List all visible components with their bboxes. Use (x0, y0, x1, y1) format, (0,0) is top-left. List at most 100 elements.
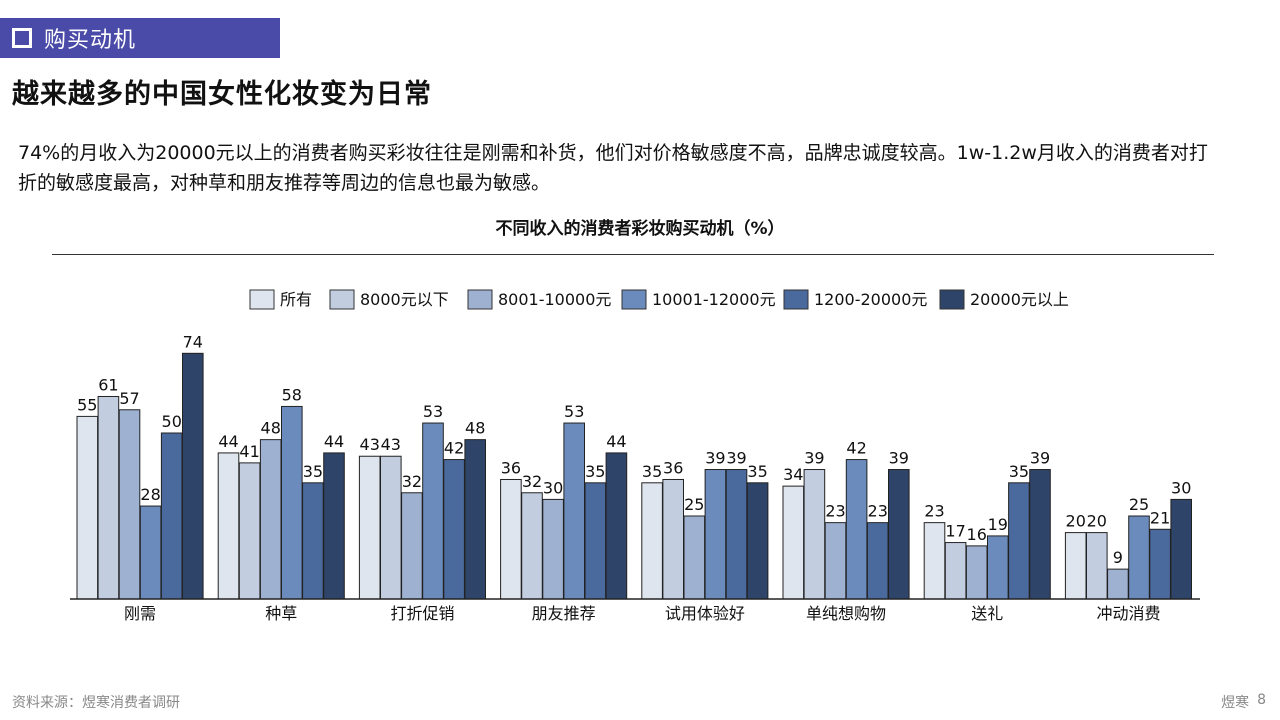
category-tick-label: 打折促销 (390, 604, 454, 623)
data-label: 61 (98, 375, 118, 394)
bar (182, 352, 204, 600)
bar (803, 469, 826, 600)
legend-label: 所有 (280, 290, 312, 309)
section-banner: 购买动机 (0, 18, 280, 58)
bar (281, 405, 303, 600)
data-label: 39 (1030, 449, 1050, 468)
data-label: 35 (585, 462, 605, 481)
legend-swatch (939, 289, 965, 310)
data-label: 43 (381, 435, 401, 454)
bar (76, 415, 99, 600)
data-label: 39 (726, 449, 746, 468)
legend-swatch (783, 289, 809, 310)
bar (238, 462, 261, 600)
data-label: 30 (1171, 478, 1191, 497)
data-label: 30 (543, 478, 563, 497)
bar (845, 459, 868, 600)
data-label: 35 (303, 462, 323, 481)
bar (259, 439, 282, 600)
headline: 越来越多的中国女性化妆变为日常 (12, 79, 432, 110)
legend-swatch (621, 289, 647, 310)
data-label: 53 (564, 402, 584, 421)
legend-swatch (329, 289, 355, 310)
body-paragraph: 74%的月收入为20000元以上的消费者购买彩妆往往是刚需和补货，他们对价格敏感… (18, 142, 1208, 194)
data-label: 35 (642, 462, 662, 481)
data-label: 36 (663, 458, 683, 477)
data-label: 32 (402, 472, 422, 491)
bar (118, 409, 141, 600)
data-label: 42 (846, 439, 866, 458)
category-tick-label: 送礼 (971, 604, 1003, 623)
bar (217, 452, 240, 600)
data-label: 23 (825, 502, 845, 521)
brand-name: 煜寒 (1221, 695, 1250, 711)
data-label: 19 (988, 515, 1008, 534)
bar (662, 478, 685, 600)
category-tick-label: 种草 (265, 604, 297, 623)
legend-label: 20000元以上 (970, 290, 1069, 309)
data-label: 20 (1087, 512, 1107, 531)
data-label: 74 (183, 332, 203, 351)
legend-swatch (467, 289, 493, 310)
data-label: 43 (360, 435, 380, 454)
bar (521, 492, 543, 600)
bar (1170, 498, 1193, 600)
bar (824, 522, 847, 600)
category-tick-label: 冲动消费 (1096, 604, 1160, 623)
bar-chart: 所有 8000元以下 8001-10000元 10001-12000元 1200-200… (70, 289, 1200, 623)
bar (746, 482, 769, 600)
data-label: 16 (967, 525, 987, 544)
bar (160, 432, 183, 600)
chart-title-rule (52, 254, 1214, 255)
data-label: 39 (705, 449, 725, 468)
data-label: 23 (924, 502, 944, 521)
data-label: 41 (239, 442, 259, 461)
bar (443, 459, 465, 600)
legend-label: 1200-20000元 (814, 290, 927, 309)
bar (641, 482, 663, 600)
bar (323, 452, 345, 600)
bar (302, 482, 324, 600)
bar (965, 545, 988, 600)
legend-swatch (249, 289, 275, 310)
data-label: 34 (783, 465, 803, 484)
bar (1107, 568, 1129, 600)
bar (401, 492, 423, 600)
bar (1008, 482, 1030, 600)
category-tick-label: 朋友推荐 (532, 604, 596, 623)
bar (1029, 469, 1051, 600)
data-label: 57 (119, 389, 139, 408)
bar (584, 482, 607, 600)
bar (683, 515, 706, 600)
bar (1149, 528, 1171, 600)
bar (866, 522, 889, 600)
bar (358, 455, 381, 600)
bar (542, 498, 564, 600)
bar (563, 422, 586, 600)
bar (923, 522, 946, 600)
bar (704, 469, 727, 600)
data-label: 44 (606, 432, 626, 451)
legend-label: 10001-12000元 (652, 290, 776, 309)
category-tick-label: 刚需 (124, 604, 156, 623)
bar (1086, 532, 1108, 600)
bar (380, 455, 402, 600)
data-label: 48 (261, 419, 281, 438)
data-label: 53 (423, 402, 443, 421)
data-label: 25 (1129, 495, 1149, 514)
bar (605, 452, 628, 600)
data-label: 50 (162, 412, 182, 431)
legend-label: 8001-10000元 (498, 290, 611, 309)
bar (1064, 532, 1087, 600)
bar (464, 439, 486, 600)
data-label: 48 (465, 419, 485, 438)
bar (782, 485, 805, 600)
bar (422, 422, 444, 600)
legend-label: 8000元以下 (360, 290, 449, 309)
data-label: 36 (501, 458, 521, 477)
data-label: 39 (889, 449, 909, 468)
source-note: 资料来源：煜寒消费者调研 (12, 695, 180, 711)
bar (888, 469, 910, 600)
bar (944, 542, 967, 600)
data-label: 35 (747, 462, 767, 481)
